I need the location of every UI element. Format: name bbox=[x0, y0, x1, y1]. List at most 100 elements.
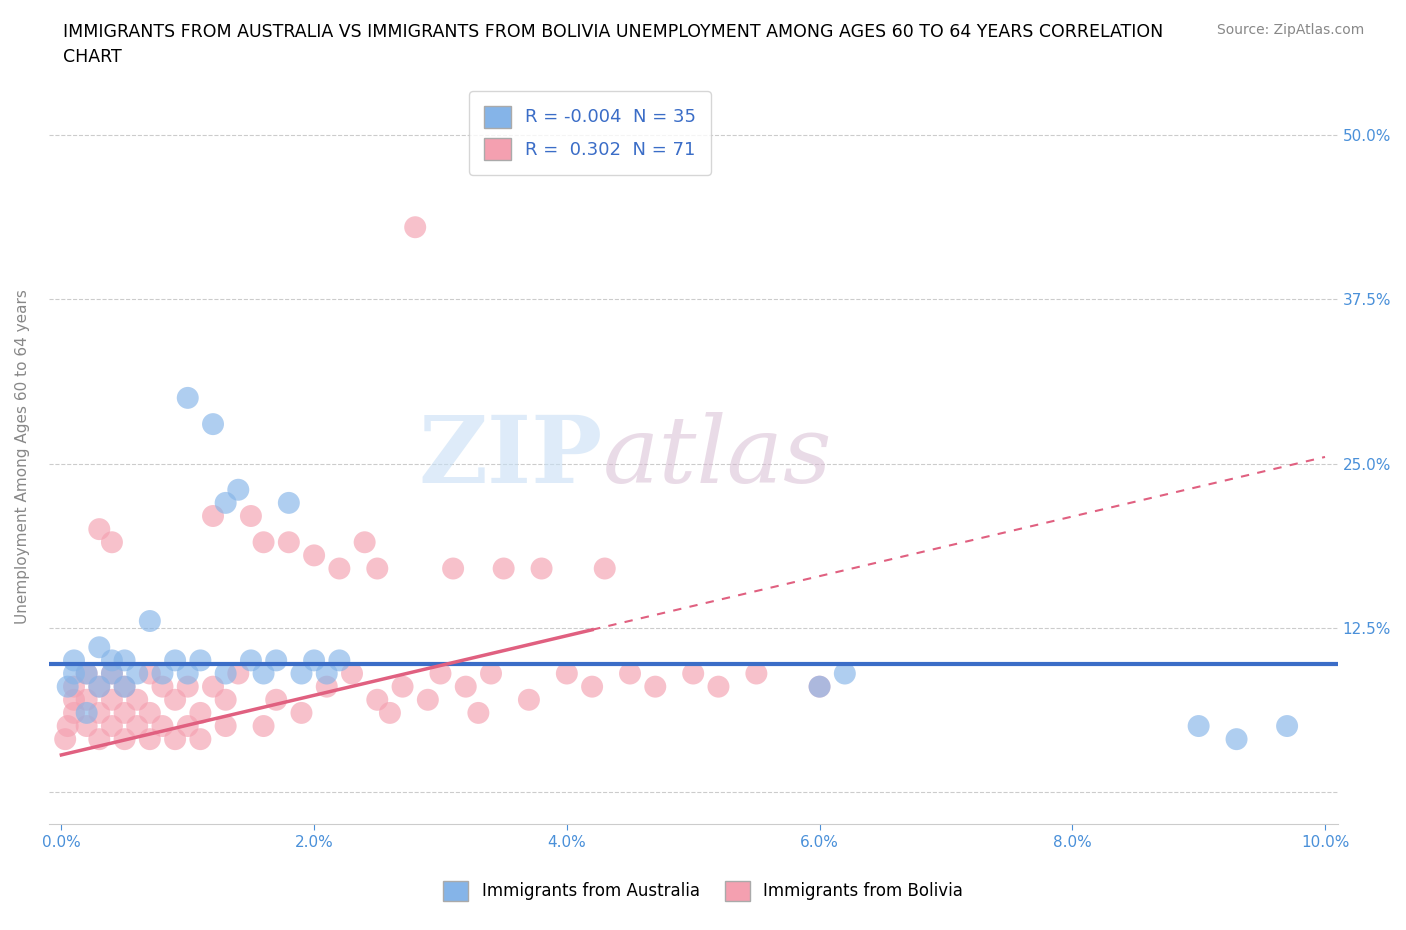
Point bbox=[177, 719, 200, 734]
Point bbox=[328, 653, 350, 668]
Point bbox=[391, 679, 413, 694]
Point bbox=[555, 666, 578, 681]
Point bbox=[581, 679, 603, 694]
Point bbox=[454, 679, 477, 694]
Text: CHART: CHART bbox=[63, 48, 122, 66]
Point bbox=[101, 666, 124, 681]
Point bbox=[214, 496, 236, 511]
Point bbox=[302, 653, 325, 668]
Point bbox=[707, 679, 730, 694]
Text: ZIP: ZIP bbox=[419, 412, 603, 502]
Point bbox=[127, 692, 149, 707]
Point bbox=[63, 666, 86, 681]
Point bbox=[152, 719, 174, 734]
Point bbox=[152, 666, 174, 681]
Point bbox=[416, 692, 439, 707]
Point bbox=[177, 679, 200, 694]
Point bbox=[101, 692, 124, 707]
Point bbox=[252, 719, 274, 734]
Point bbox=[202, 509, 225, 524]
Point bbox=[353, 535, 375, 550]
Point bbox=[89, 679, 111, 694]
Point bbox=[127, 719, 149, 734]
Text: atlas: atlas bbox=[603, 412, 832, 502]
Point bbox=[745, 666, 768, 681]
Point bbox=[315, 679, 337, 694]
Point bbox=[202, 417, 225, 432]
Point bbox=[290, 666, 312, 681]
Point bbox=[165, 692, 187, 707]
Point bbox=[378, 706, 401, 721]
Text: IMMIGRANTS FROM AUSTRALIA VS IMMIGRANTS FROM BOLIVIA UNEMPLOYMENT AMONG AGES 60 : IMMIGRANTS FROM AUSTRALIA VS IMMIGRANTS … bbox=[63, 23, 1164, 41]
Point bbox=[214, 719, 236, 734]
Point bbox=[1275, 719, 1298, 734]
Point bbox=[56, 679, 79, 694]
Point bbox=[328, 561, 350, 576]
Point bbox=[202, 679, 225, 694]
Point bbox=[517, 692, 540, 707]
Y-axis label: Unemployment Among Ages 60 to 64 years: Unemployment Among Ages 60 to 64 years bbox=[15, 289, 30, 624]
Point bbox=[101, 719, 124, 734]
Point bbox=[76, 692, 98, 707]
Point bbox=[404, 219, 426, 234]
Point bbox=[593, 561, 616, 576]
Point bbox=[114, 679, 136, 694]
Point bbox=[366, 561, 388, 576]
Point bbox=[252, 535, 274, 550]
Point bbox=[682, 666, 704, 681]
Point bbox=[808, 679, 831, 694]
Point bbox=[479, 666, 502, 681]
Point bbox=[63, 692, 86, 707]
Point bbox=[114, 706, 136, 721]
Point bbox=[89, 522, 111, 537]
Point bbox=[290, 706, 312, 721]
Point bbox=[53, 732, 76, 747]
Point bbox=[1188, 719, 1211, 734]
Point bbox=[492, 561, 515, 576]
Point bbox=[441, 561, 464, 576]
Point bbox=[239, 509, 262, 524]
Point bbox=[76, 666, 98, 681]
Point bbox=[429, 666, 451, 681]
Point bbox=[834, 666, 856, 681]
Point bbox=[139, 614, 162, 629]
Point bbox=[226, 483, 249, 498]
Point bbox=[76, 719, 98, 734]
Point bbox=[177, 666, 200, 681]
Point bbox=[165, 732, 187, 747]
Point bbox=[114, 653, 136, 668]
Point bbox=[808, 679, 831, 694]
Point bbox=[89, 679, 111, 694]
Point bbox=[139, 732, 162, 747]
Point bbox=[366, 692, 388, 707]
Point bbox=[89, 732, 111, 747]
Point bbox=[114, 679, 136, 694]
Legend: Immigrants from Australia, Immigrants from Bolivia: Immigrants from Australia, Immigrants fr… bbox=[436, 874, 970, 908]
Point bbox=[76, 706, 98, 721]
Point bbox=[63, 653, 86, 668]
Point bbox=[644, 679, 666, 694]
Point bbox=[214, 666, 236, 681]
Point bbox=[63, 706, 86, 721]
Point bbox=[315, 666, 337, 681]
Point bbox=[89, 640, 111, 655]
Point bbox=[89, 706, 111, 721]
Point bbox=[1225, 732, 1247, 747]
Point bbox=[530, 561, 553, 576]
Legend: R = -0.004  N = 35, R =  0.302  N = 71: R = -0.004 N = 35, R = 0.302 N = 71 bbox=[470, 91, 711, 175]
Point bbox=[619, 666, 641, 681]
Point bbox=[214, 692, 236, 707]
Point bbox=[340, 666, 363, 681]
Point bbox=[76, 666, 98, 681]
Point bbox=[139, 666, 162, 681]
Point bbox=[101, 666, 124, 681]
Point bbox=[252, 666, 274, 681]
Point bbox=[177, 391, 200, 405]
Point bbox=[56, 719, 79, 734]
Text: Source: ZipAtlas.com: Source: ZipAtlas.com bbox=[1216, 23, 1364, 37]
Point bbox=[127, 666, 149, 681]
Point bbox=[63, 679, 86, 694]
Point bbox=[190, 706, 212, 721]
Point bbox=[190, 653, 212, 668]
Point bbox=[239, 653, 262, 668]
